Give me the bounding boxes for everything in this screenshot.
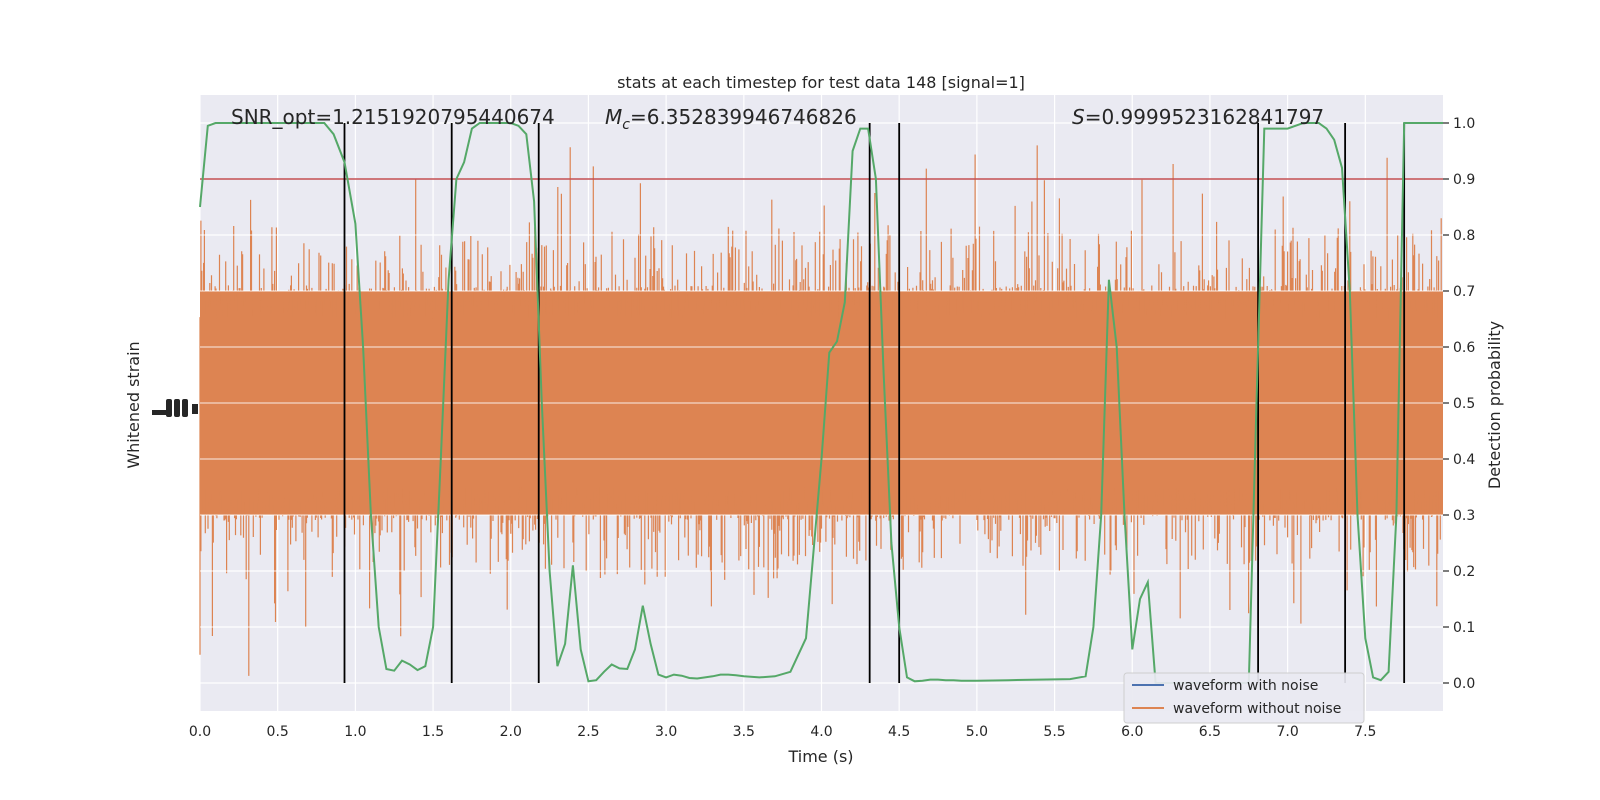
strain-waveform [199,122,1443,684]
y-ticks-right: 0.0 0.1 0.2 0.3 0.4 0.5 0.6 0.7 0.8 0.9 1.0 [1443,116,1475,692]
x-tick-label-12: 6.0 [1121,724,1143,740]
y-tick-label-5: 0.5 [1453,396,1475,412]
x-tick-label-3: 1.5 [422,724,444,740]
y-tick-label-10: 1.0 [1453,116,1475,132]
detection-probability-curve [199,122,1443,684]
detection-probability-line [199,122,1443,684]
x-tick-label-0: 0.0 [189,724,211,740]
y-tick-label-7: 0.7 [1453,284,1475,300]
x-tick-label-5: 2.5 [577,724,599,740]
x-tick-label-6: 3.0 [655,724,677,740]
y-tick-label-9: 0.9 [1453,172,1475,188]
chirp-mass-annotation: Mc=6.352839946746826 [605,105,857,133]
y-axis-label-right: Detection probability [1485,321,1504,489]
x-tick-label-7: 3.5 [733,724,755,740]
x-tick-label-8: 4.0 [810,724,832,740]
legend-box [1123,672,1365,724]
x-ticks: 0.0 0.5 1.0 1.5 2.0 2.5 3.0 3.5 4.0 4.5 5.0 5.5 6.0 6… [189,724,1377,740]
x-tick-label-1: 0.5 [267,724,289,740]
x-tick-label-13: 6.5 [1199,724,1221,740]
legend-label-noise: waveform with noise [1173,678,1318,694]
y-tick-label-2: 0.2 [1453,564,1475,580]
y-tick-label-3: 0.3 [1453,508,1475,524]
x-axis-label: Time (s) [787,747,853,766]
y-tick-label-1: 0.1 [1453,620,1475,636]
y-tick-label-0: 0.0 [1453,676,1475,692]
left-axis-ticks [152,399,198,417]
legend-label-clean: waveform without noise [1173,701,1341,717]
y-axis-label-left: Whitened strain [124,341,143,468]
s-annotation: S=0.9999523162841797 [1072,105,1324,129]
snr-annotation: SNR_opt=1.2151920795440674 [231,105,555,129]
y-tick-label-4: 0.4 [1453,452,1475,468]
legend: waveform with noise waveform without noi… [1123,672,1365,724]
y-tick-label-6: 0.6 [1453,340,1475,356]
x-tick-label-9: 4.5 [888,724,910,740]
x-tick-label-11: 5.5 [1043,724,1065,740]
x-tick-label-4: 2.0 [500,724,522,740]
chart-title: stats at each timestep for test data 148… [617,73,1025,92]
x-tick-label-15: 7.5 [1354,724,1376,740]
x-tick-label-2: 1.0 [344,724,366,740]
strain-noise-trace [199,145,1443,676]
y-tick-label-8: 0.8 [1453,228,1475,244]
x-tick-label-14: 7.0 [1276,724,1298,740]
x-tick-label-10: 5.0 [966,724,988,740]
